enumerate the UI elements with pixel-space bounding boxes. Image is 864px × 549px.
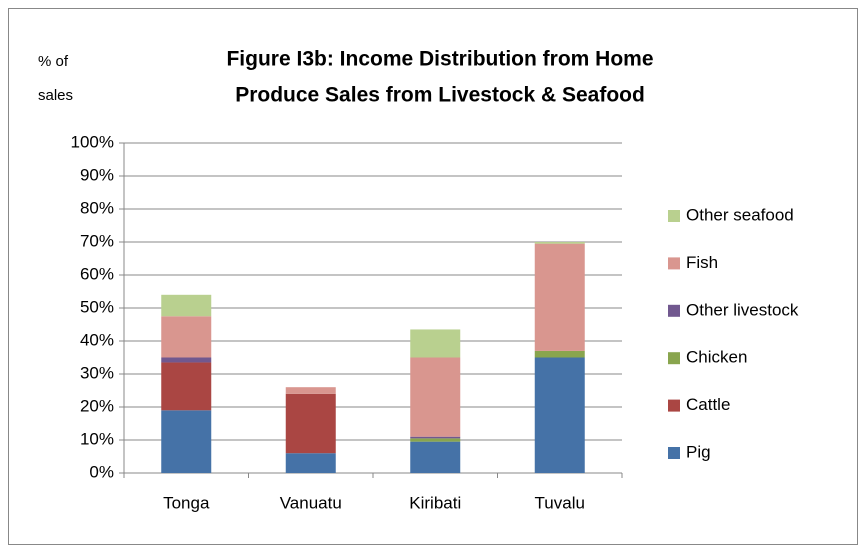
x-tick-label: Tuvalu [535, 493, 585, 512]
bar-segment [161, 362, 212, 411]
bar-segment [534, 350, 585, 358]
legend-label: Fish [686, 253, 718, 272]
bar-segment [410, 441, 461, 473]
bar-segment [161, 294, 212, 317]
y-tick-label: 0% [89, 462, 114, 481]
x-tick-label: Tonga [163, 493, 210, 512]
bar-segment [161, 316, 212, 358]
y-axis-label: sales [38, 87, 73, 104]
legend-label: Other livestock [686, 300, 799, 319]
legend-swatch [668, 447, 680, 459]
legend-label: Pig [686, 442, 711, 461]
legend-label: Cattle [686, 395, 730, 414]
legend-swatch [668, 352, 680, 365]
y-tick-label: 90% [80, 165, 114, 184]
bar-segment [161, 410, 212, 473]
legend-swatch [668, 257, 680, 270]
y-tick-label: 100% [71, 132, 114, 151]
bar-segment [534, 243, 585, 351]
bar-segment [285, 453, 336, 473]
x-tick-label: Vanuatu [280, 493, 342, 512]
bar-segment [161, 357, 212, 363]
bar-segment [410, 357, 461, 437]
bar-segment [534, 357, 585, 473]
y-tick-label: 70% [80, 231, 114, 250]
y-tick-label: 40% [80, 330, 114, 349]
y-tick-label: 80% [80, 198, 114, 217]
legend-label: Chicken [686, 348, 747, 367]
bar-segment [285, 387, 336, 394]
y-axis-label: % of [38, 53, 69, 70]
bar-segment [410, 329, 461, 358]
y-tick-label: 50% [80, 297, 114, 316]
bar-segment [410, 436, 461, 439]
legend-swatch [668, 304, 680, 317]
legend-swatch [668, 210, 680, 222]
bar-segment [410, 438, 461, 442]
chart-title: Figure I3b: Income Distribution from Hom… [226, 48, 653, 71]
y-tick-label: 30% [80, 363, 114, 382]
bar-segment [534, 242, 585, 244]
y-tick-label: 60% [80, 264, 114, 283]
bar-segment [285, 393, 336, 454]
y-tick-label: 10% [80, 429, 114, 448]
chart-title: Produce Sales from Livestock & Seafood [235, 84, 645, 107]
legend-label: Other seafood [686, 205, 794, 224]
y-tick-label: 20% [80, 396, 114, 415]
legend-swatch [668, 399, 680, 412]
x-tick-label: Kiribati [409, 493, 461, 512]
